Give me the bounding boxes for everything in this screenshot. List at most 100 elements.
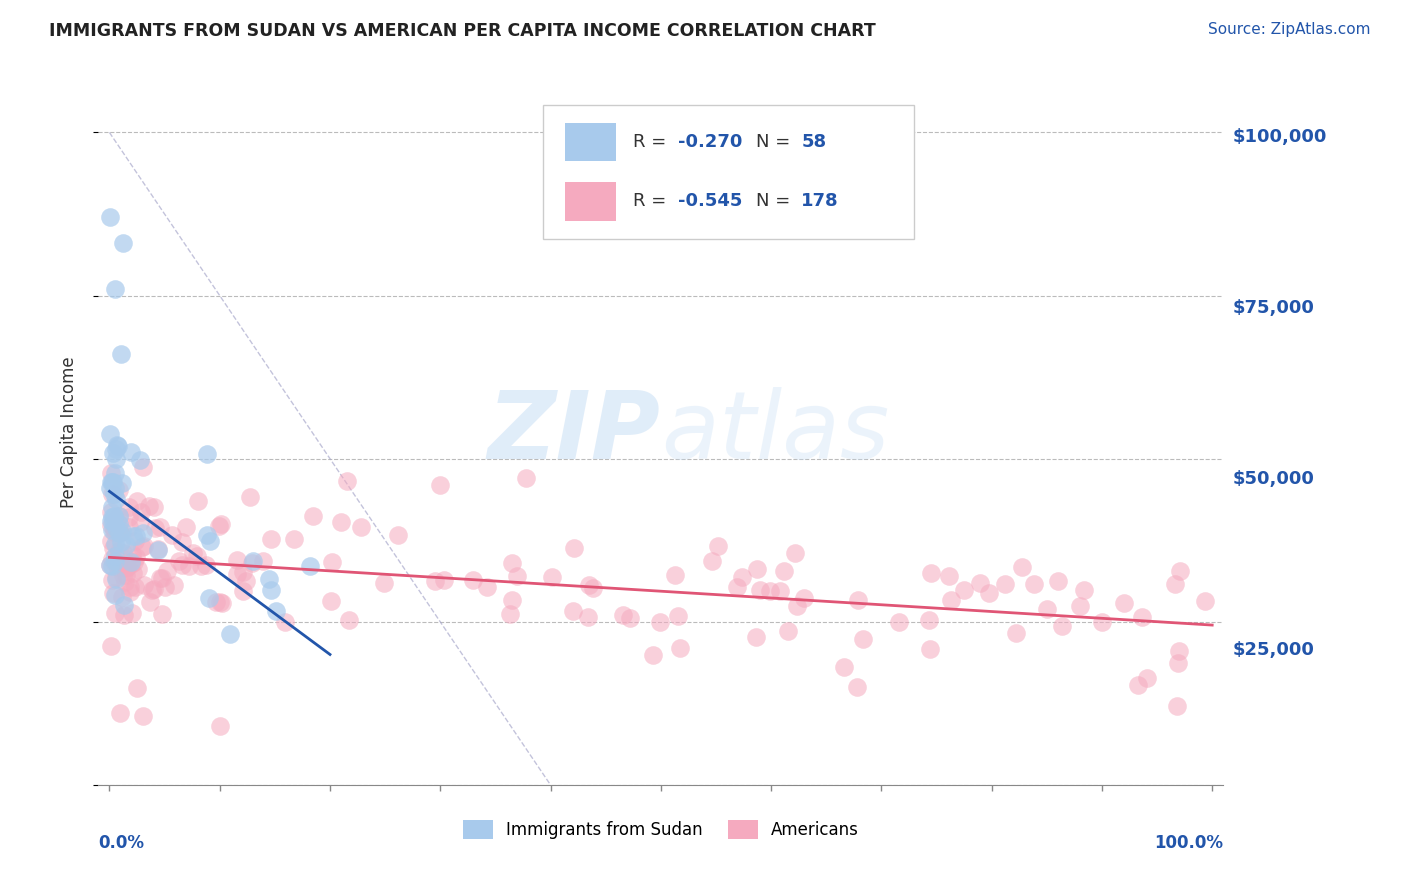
Text: ZIP: ZIP (488, 386, 661, 479)
Point (111, 524, 134, 538)
Point (664, 567, 686, 582)
Point (124, 580, 146, 594)
Point (778, 624, 800, 639)
Point (110, 526, 132, 541)
Point (260, 582, 283, 597)
Legend: Immigrants from Sudan, Americans: Immigrants from Sudan, Americans (454, 811, 868, 847)
Point (100, 505, 122, 519)
Point (108, 543, 131, 558)
Point (749, 582, 772, 597)
Point (149, 571, 172, 585)
Point (104, 554, 127, 568)
Point (118, 585, 141, 599)
Point (105, 442, 128, 456)
Point (1112, 596, 1135, 610)
Point (846, 680, 869, 694)
Point (139, 595, 162, 609)
Text: IMMIGRANTS FROM SUDAN VS AMERICAN PER CAPITA INCOME CORRELATION CHART: IMMIGRANTS FROM SUDAN VS AMERICAN PER CA… (49, 22, 876, 40)
Point (108, 525, 131, 540)
Point (1167, 656, 1189, 670)
Point (104, 537, 127, 551)
Point (209, 516, 232, 531)
Point (108, 517, 131, 532)
Point (274, 615, 297, 629)
Point (1036, 602, 1059, 616)
Point (252, 553, 274, 567)
Point (108, 508, 131, 523)
Point (1024, 577, 1046, 591)
Point (463, 574, 485, 588)
Point (105, 570, 128, 584)
Point (104, 491, 127, 506)
Point (120, 445, 142, 459)
Point (562, 604, 585, 618)
Point (700, 554, 723, 568)
Point (302, 508, 325, 523)
Point (226, 553, 249, 567)
Point (134, 539, 156, 553)
Point (122, 566, 145, 581)
Point (138, 499, 160, 513)
Point (104, 512, 127, 526)
Point (240, 557, 263, 571)
Point (143, 520, 166, 534)
Point (283, 533, 305, 547)
Point (208, 519, 231, 533)
Point (150, 607, 173, 622)
Text: N =: N = (756, 133, 796, 151)
Point (921, 566, 943, 580)
Point (103, 475, 125, 489)
Point (112, 607, 135, 622)
Point (190, 559, 212, 574)
Point (111, 546, 134, 560)
Point (101, 574, 124, 588)
Point (1164, 577, 1187, 591)
Point (499, 607, 522, 621)
Point (98, 211, 121, 225)
Point (889, 615, 911, 629)
Text: R =: R = (633, 193, 672, 211)
Point (104, 452, 127, 467)
Point (1130, 609, 1153, 624)
Point (783, 546, 806, 560)
Point (423, 574, 446, 589)
Point (769, 583, 792, 598)
Point (104, 549, 127, 563)
Point (1050, 618, 1073, 632)
Text: Source: ZipAtlas.com: Source: ZipAtlas.com (1208, 22, 1371, 37)
Point (115, 561, 138, 575)
Point (98, 558, 121, 572)
Point (852, 632, 875, 647)
Point (706, 540, 728, 554)
Point (186, 549, 208, 564)
Point (725, 581, 748, 595)
Point (111, 236, 134, 251)
Point (114, 575, 136, 590)
Point (260, 532, 283, 546)
Point (125, 550, 148, 565)
Point (562, 541, 585, 556)
Text: 0.0%: 0.0% (98, 834, 145, 852)
Point (104, 482, 127, 496)
Point (131, 540, 153, 554)
Text: atlas: atlas (661, 387, 889, 478)
Point (101, 523, 124, 537)
Point (211, 596, 233, 610)
Point (1004, 626, 1026, 640)
Point (433, 573, 456, 587)
Point (103, 606, 125, 620)
Point (100, 475, 122, 489)
Point (163, 578, 186, 592)
Point (242, 554, 264, 568)
Point (1194, 594, 1216, 608)
Point (745, 562, 768, 576)
Point (121, 547, 143, 561)
Point (953, 583, 976, 598)
Point (181, 546, 204, 560)
Point (938, 569, 960, 583)
Point (239, 490, 262, 504)
Point (103, 282, 125, 296)
Text: 58: 58 (801, 133, 827, 151)
Point (198, 534, 221, 549)
Point (108, 706, 131, 721)
